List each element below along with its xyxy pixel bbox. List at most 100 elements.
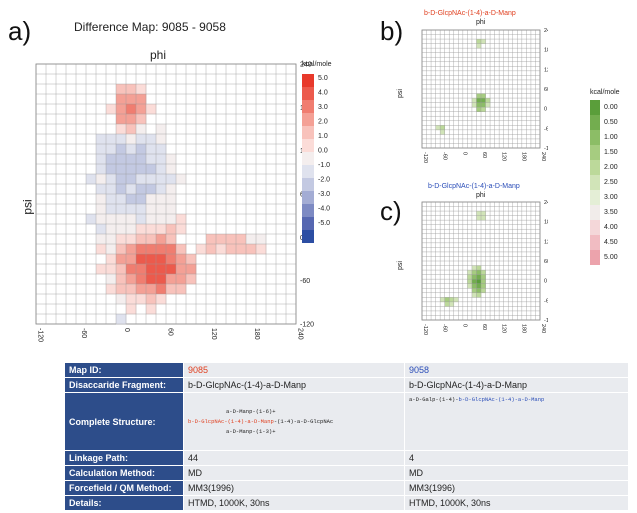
map-cell (449, 297, 455, 303)
legend-swatch (302, 100, 314, 113)
legend-swatch (590, 175, 600, 190)
map-cell (116, 254, 127, 265)
map-cell (146, 254, 157, 265)
legend-label: -3.0 (318, 191, 330, 198)
y-tick-label: -120 (300, 321, 314, 328)
legend-swatch (302, 204, 314, 217)
x-tick-label: 180 (520, 324, 526, 333)
map-cell (166, 164, 177, 175)
table-row: Linkage Path: 44 4 (64, 450, 629, 466)
map-cell (116, 104, 127, 115)
map-cell (116, 194, 127, 205)
structure-b-prefix: a-D-Galp-(1-4)- (409, 396, 459, 403)
linkage-a: 44 (183, 450, 405, 466)
map-cell (126, 264, 137, 275)
map-cell (136, 164, 147, 175)
map-cell (156, 194, 167, 205)
map-cell (136, 244, 147, 255)
map-cell (126, 144, 137, 155)
forcefield-a: MM3(1996) (183, 480, 405, 496)
map-cell (467, 274, 473, 280)
map-cell (476, 211, 482, 216)
map-cell (196, 244, 207, 255)
map-cell (476, 283, 482, 289)
map-cell (126, 104, 137, 115)
map-cell (96, 164, 107, 175)
panel-a-letter: a) (8, 16, 32, 46)
map-cell (146, 214, 157, 225)
fragment-b: b-D-GlcpNAc-(1-4)-a-D-Manp (404, 377, 629, 393)
method-a: MD (183, 465, 405, 481)
panel-b-x-label: phi (476, 19, 486, 26)
map-cell (116, 144, 127, 155)
map-cell (116, 184, 127, 195)
panel-c-x-label: phi (476, 192, 486, 199)
method-b: MD (404, 465, 629, 481)
map-cell (156, 124, 167, 135)
panel-c-letter: c) (380, 196, 402, 226)
map-cell (481, 98, 486, 103)
map-cell (176, 254, 187, 265)
map-cell (96, 224, 107, 235)
map-id-b[interactable]: 9058 (404, 362, 629, 378)
map-cell (146, 304, 157, 315)
map-cell (476, 265, 482, 271)
map-cell (86, 174, 97, 185)
map-cell (476, 102, 482, 108)
map-cell (176, 284, 187, 295)
map-cell (96, 154, 107, 165)
map-cell (106, 274, 117, 285)
y-tick-label: 240 (544, 200, 548, 206)
map-id-a[interactable]: 9085 (183, 362, 405, 378)
structure-b-blue: b-D-GlcpNAc-(1-4)-a-D-Manp (458, 396, 545, 403)
map-cell (96, 244, 107, 255)
map-cell (444, 297, 450, 303)
map-cell (471, 288, 477, 294)
table-row: Map ID: 9085 9058 (64, 362, 629, 378)
map-cell (166, 184, 177, 195)
legend-label: -5.0 (318, 220, 330, 227)
y-tick-label: 0 (544, 279, 547, 285)
map-cell (176, 274, 187, 285)
map-cell (136, 294, 147, 305)
map-cell (126, 204, 137, 215)
panel-bc-legend-title: kcal/mole (590, 89, 620, 96)
map-cell (116, 204, 127, 215)
map-cell (471, 279, 477, 284)
map-cell (481, 288, 486, 294)
legend-label: 0.50 (604, 119, 618, 126)
map-cell (246, 244, 257, 255)
map-cell (186, 264, 197, 275)
legend-label: 0.0 (318, 148, 328, 155)
map-cell (156, 244, 167, 255)
x-tick-label: 180 (520, 152, 526, 161)
map-cell (476, 98, 482, 103)
map-cell (176, 264, 187, 275)
y-tick-label: 240 (544, 28, 548, 34)
fragment-a: b-D-GlcpNAc-(1-4)-a-D-Manp (183, 377, 405, 393)
map-cell (485, 98, 491, 103)
map-cell (126, 304, 137, 315)
map-cell (481, 279, 486, 284)
table-row: Details: HTMD, 1000K, 30ns HTMD, 1000K, … (64, 495, 629, 511)
x-tick-label: 120 (501, 152, 507, 161)
map-cell (136, 264, 147, 275)
map-cell (106, 184, 117, 195)
y-tick-label: -60 (300, 278, 310, 285)
legend-swatch (590, 250, 600, 265)
map-cell (116, 224, 127, 235)
legend-swatch (590, 220, 600, 235)
map-cell (116, 274, 127, 285)
x-tick-label: -120 (36, 328, 43, 342)
map-cell (146, 104, 157, 115)
map-cell (156, 144, 167, 155)
x-tick-label: 60 (481, 152, 487, 158)
structure-a-line3: a-D-Manp-(1-3)+ (226, 427, 276, 435)
y-tick-label: 60 (544, 259, 548, 265)
map-cell (106, 254, 117, 265)
map-cell (146, 244, 157, 255)
map-cell (156, 214, 167, 225)
map-cell (146, 154, 157, 165)
map-cell (136, 274, 147, 285)
map-cell (136, 144, 147, 155)
